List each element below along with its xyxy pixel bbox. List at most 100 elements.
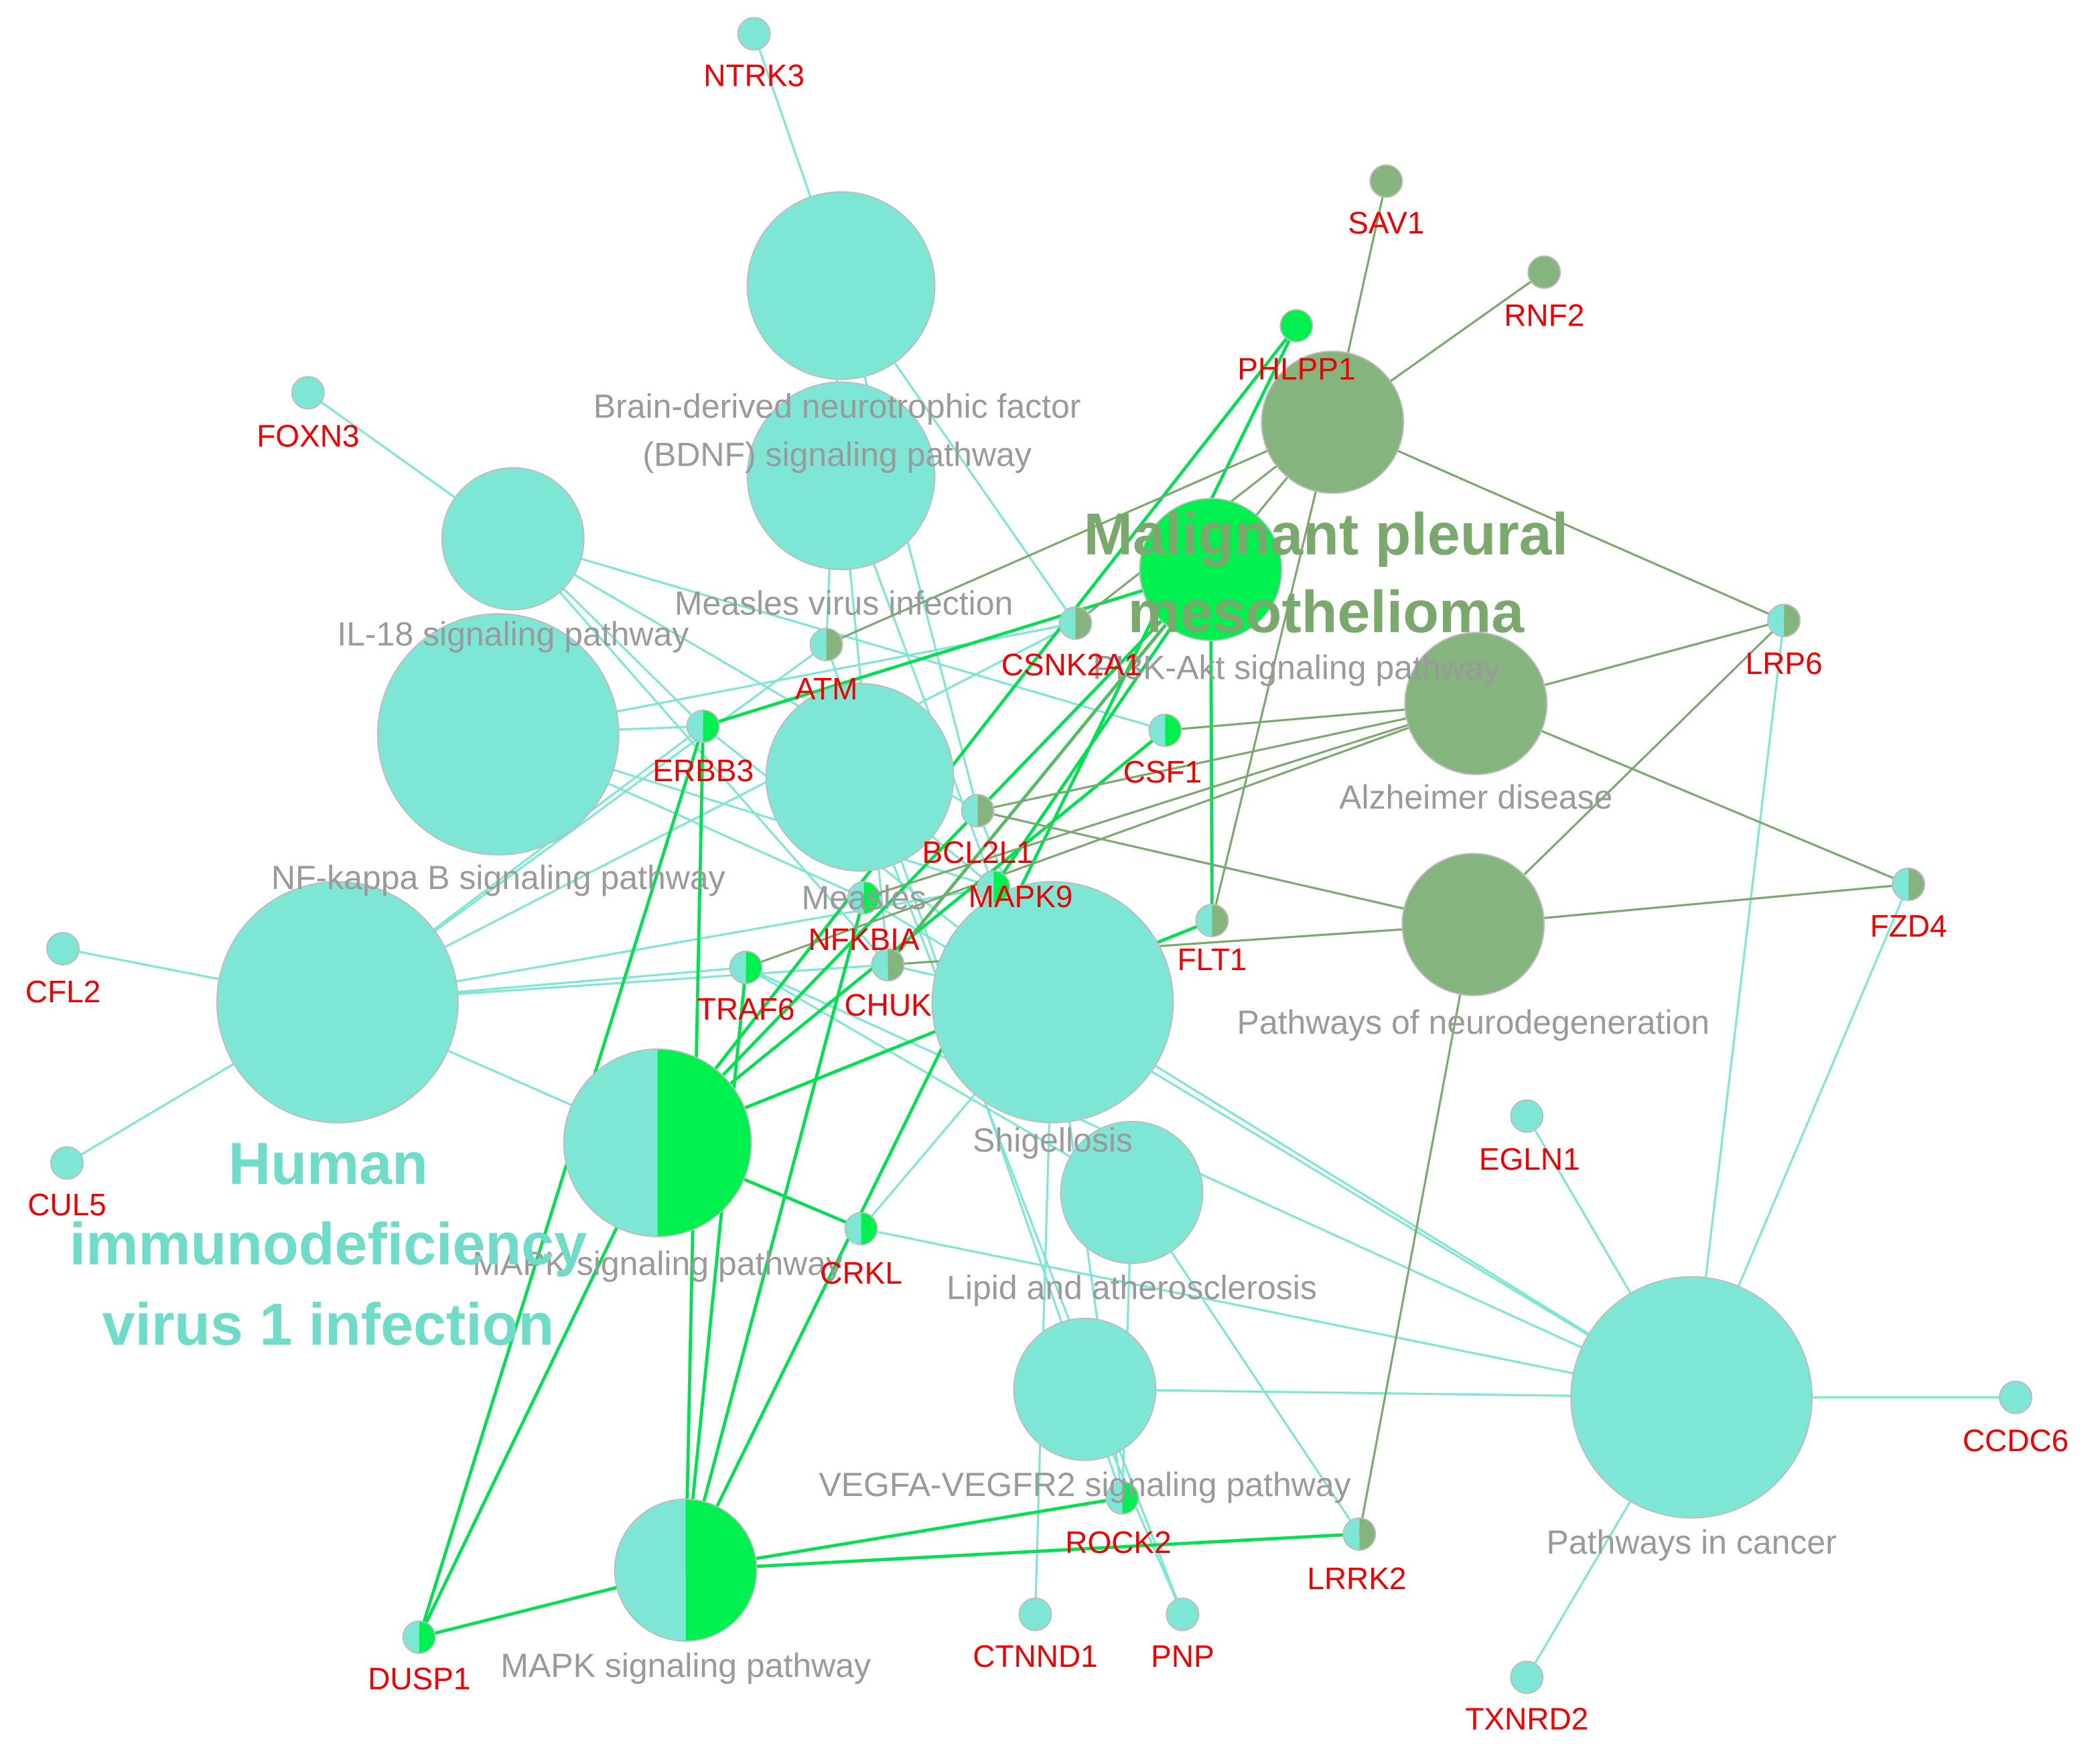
gene-node-left: [1149, 714, 1166, 747]
gene-node-right: [1122, 1481, 1139, 1514]
pathway-label: (BDNF) signaling pathway: [642, 435, 1031, 473]
gene-node-right: [703, 710, 719, 743]
gene-node: [1369, 164, 1403, 198]
cluster-label: mesothelioma: [1128, 578, 1525, 645]
gene-node-outline: [1767, 604, 1801, 638]
gene-node-left: [1106, 1481, 1123, 1514]
gene-label: EGLN1: [1479, 1142, 1580, 1176]
gene-node-right: [746, 951, 762, 984]
gene-label: PHLPP1: [1237, 351, 1355, 386]
gene-label: CTNND1: [973, 1639, 1097, 1674]
gene-label: NTRK3: [703, 58, 804, 93]
edge: [656, 324, 1298, 1144]
pathway-node: [746, 191, 936, 381]
gene-label: CHUK: [844, 988, 932, 1022]
gene-node-right: [1359, 1517, 1376, 1550]
edge: [656, 568, 1212, 1144]
edge: [1473, 883, 1909, 926]
gene-label: ERBB3: [652, 753, 754, 788]
pathway-node: [1013, 1317, 1157, 1461]
pathway-node: [1261, 350, 1405, 494]
edge: [1332, 421, 1784, 622]
gene-label: CFL2: [25, 974, 100, 1009]
edge: [1210, 421, 1334, 921]
gene-node-outline: [809, 628, 843, 662]
gene-node: [1510, 1099, 1544, 1133]
edge: [977, 809, 1474, 926]
gene-node-outline: [402, 1620, 436, 1654]
pathway-node-left: [563, 1048, 658, 1237]
edge: [1358, 924, 1474, 1534]
edge: [685, 1496, 1123, 1572]
gene-label: CUL5: [27, 1187, 107, 1222]
pathway-label: Shigellosis: [973, 1122, 1133, 1159]
cluster-label: virus 1 infection: [102, 1291, 555, 1357]
pathway-label: NF-kappa B signaling pathway: [271, 859, 725, 896]
gene-node-left: [1059, 607, 1076, 640]
pathway-node: [441, 467, 585, 611]
gene-label: CSNK2A1: [1001, 647, 1142, 682]
pathway-label: Brain-derived neurotrophic factor: [593, 387, 1081, 425]
gene-node: [50, 1146, 84, 1180]
edge: [977, 702, 1476, 812]
pathway-node: [1570, 1276, 1813, 1519]
gene-node-left: [810, 628, 827, 661]
gene-node-left: [1892, 868, 1909, 900]
edge: [684, 967, 748, 1570]
gene-node: [737, 17, 771, 51]
gene-node-left: [845, 1212, 861, 1245]
edge: [512, 538, 889, 966]
gene-label: RNF2: [1504, 297, 1584, 332]
gene-label: CRKL: [820, 1256, 902, 1290]
pathway-node: [216, 881, 459, 1124]
gene-label: FOXN3: [257, 418, 359, 453]
gene-node-right: [1165, 714, 1182, 747]
gene-node-left: [977, 871, 994, 903]
gene-node-outline: [847, 881, 881, 914]
gene-node-left: [687, 710, 703, 743]
pathway-node: [931, 881, 1174, 1124]
gene-node-outline: [686, 709, 720, 744]
gene-node-right: [861, 1212, 878, 1245]
gene-node-right: [888, 948, 904, 981]
gene-node-outline: [961, 794, 995, 828]
gene-label: NFKBIA: [809, 922, 920, 957]
gene-label: TXNRD2: [1465, 1702, 1588, 1737]
edge: [1475, 702, 1909, 886]
gene-label: CSF1: [1123, 754, 1202, 789]
gene-node-outline: [871, 947, 905, 981]
gene-node: [1510, 1660, 1544, 1694]
gene-node-right: [419, 1621, 435, 1653]
pathway-node: [1404, 632, 1548, 776]
pathway-node-left: [614, 1499, 686, 1641]
edge: [861, 1227, 1692, 1399]
edge: [863, 702, 1476, 899]
gene-label: ATM: [795, 671, 858, 706]
pathway-node: [765, 683, 955, 872]
gene-label: LRP6: [1746, 646, 1823, 681]
gene-node-right: [977, 795, 994, 827]
gene-node-left: [961, 795, 978, 827]
gene-node: [1999, 1380, 2033, 1414]
gene-label: DUSP1: [368, 1662, 470, 1696]
pathway-node: [1139, 498, 1283, 642]
pathway-node: [1060, 1120, 1204, 1264]
gene-node-outline: [729, 950, 763, 984]
gene-node-right: [1908, 868, 1925, 900]
gene-node-outline: [844, 1211, 878, 1245]
gene-node-right: [1784, 604, 1801, 637]
edge: [825, 421, 1334, 646]
edge: [746, 702, 1476, 969]
pathway-label: Measles: [802, 879, 926, 917]
gene-node-left: [871, 948, 888, 981]
gene-node-left: [1768, 604, 1784, 637]
nodes: [46, 17, 2033, 1694]
edge: [684, 897, 865, 1571]
gene-node-left: [729, 951, 746, 984]
gene-label: BCL2L1: [922, 835, 1033, 870]
edge: [1690, 620, 1785, 1398]
gene-node-left: [847, 881, 864, 914]
pathway-label: Lipid and atherosclerosis: [947, 1269, 1317, 1306]
pathway-node: [376, 613, 620, 856]
